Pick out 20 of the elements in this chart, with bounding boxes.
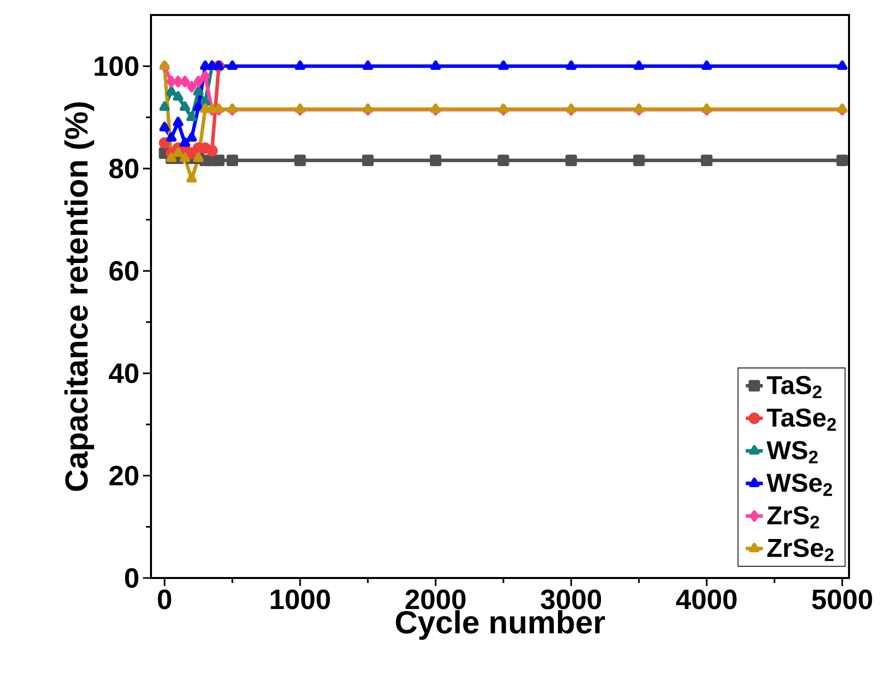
y-tick-label: 100	[94, 56, 138, 76]
legend-label: ZrSe$_{2}$	[767, 538, 834, 561]
y-axis-title: Capacitance retention (%)	[64, 102, 94, 491]
y-tick-label: 60	[109, 261, 138, 281]
x-tick-label: 2000	[406, 590, 466, 610]
legend-label: WSe$_{2}$	[766, 474, 832, 496]
x-tick-label: 0	[158, 590, 172, 610]
legend-label: TaSe$_{2}$	[766, 408, 836, 431]
x-tick-label: 4000	[676, 590, 737, 610]
y-tick-label: 40	[108, 363, 138, 384]
legend-label: WS$_{2}$	[766, 441, 818, 464]
y-tick-label: 80	[109, 158, 138, 178]
x-axis-title: Cycle number	[396, 610, 605, 640]
x-tick-label: 1000	[270, 590, 330, 610]
y-tick-label: 20	[109, 466, 138, 486]
x-tick-label: 3000	[540, 590, 602, 610]
y-tick-label: 0	[125, 568, 138, 588]
legend-label: TaS$_{2}$	[766, 376, 822, 398]
legend-label: ZrS$_{2}$	[767, 506, 820, 528]
x-tick-label: 5000	[812, 590, 872, 610]
